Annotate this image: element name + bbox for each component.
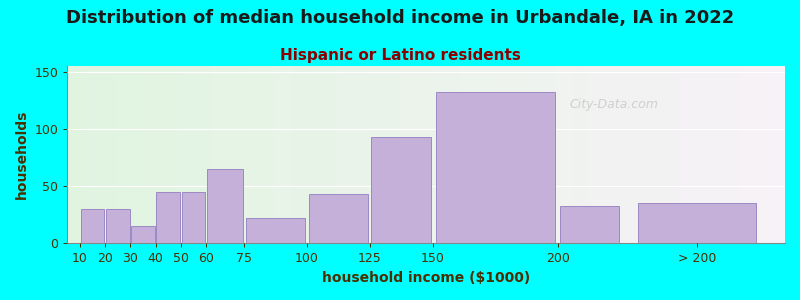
Text: City-Data.com: City-Data.com — [570, 98, 658, 111]
Bar — [131, 226, 155, 243]
Bar — [81, 209, 105, 243]
Text: Distribution of median household income in Urbandale, IA in 2022: Distribution of median household income … — [66, 9, 734, 27]
Bar — [156, 192, 180, 243]
X-axis label: household income ($1000): household income ($1000) — [322, 271, 530, 285]
Bar — [371, 137, 430, 243]
Y-axis label: households: households — [15, 110, 29, 200]
Bar — [207, 169, 242, 243]
Bar — [560, 206, 619, 243]
Text: Hispanic or Latino residents: Hispanic or Latino residents — [279, 48, 521, 63]
Bar — [309, 194, 368, 243]
Bar — [436, 92, 554, 243]
Bar — [246, 218, 305, 243]
Bar — [182, 192, 205, 243]
Bar — [106, 209, 130, 243]
Bar — [638, 203, 756, 243]
